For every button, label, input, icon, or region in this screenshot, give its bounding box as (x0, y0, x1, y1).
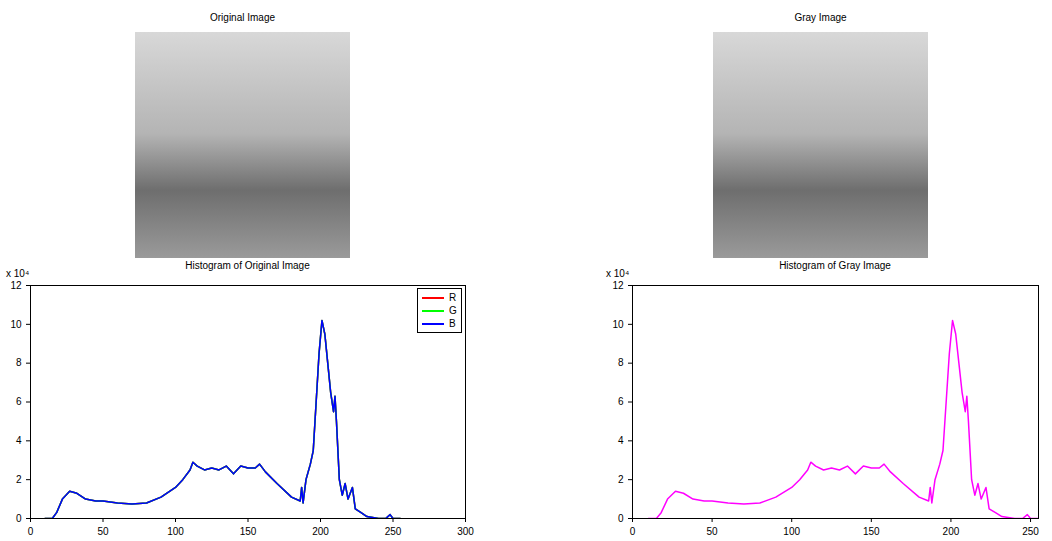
svg-text:6: 6 (16, 396, 22, 407)
svg-text:12: 12 (10, 280, 22, 291)
svg-text:2: 2 (16, 474, 22, 485)
svg-text:100: 100 (783, 526, 800, 537)
svg-text:0: 0 (630, 526, 636, 537)
svg-text:12: 12 (612, 280, 624, 291)
svg-text:0: 0 (28, 526, 34, 537)
svg-text:6: 6 (618, 396, 624, 407)
svg-text:50: 50 (97, 526, 109, 537)
svg-text:0: 0 (16, 513, 22, 524)
svg-text:300: 300 (457, 526, 474, 537)
html-text:Gray Image: Gray Image (794, 12, 847, 23)
html-text:R: R (449, 292, 457, 303)
svg-text:2: 2 (618, 474, 624, 485)
svg-text:150: 150 (863, 526, 880, 537)
svg-text:0: 0 (618, 513, 624, 524)
svg-text:250: 250 (1022, 526, 1039, 537)
svg-text:4: 4 (16, 435, 22, 446)
svg-text:100: 100 (167, 526, 184, 537)
svg-text:4: 4 (618, 435, 624, 446)
html-text:G: G (449, 305, 457, 316)
svg-text:10: 10 (10, 319, 22, 330)
html-text:Histogram of Gray Image: Histogram of Gray Image (779, 260, 891, 271)
svg-text:200: 200 (943, 526, 960, 537)
html-text:B: B (449, 318, 456, 329)
html-text:Original Image: Original Image (210, 12, 275, 23)
svg-text:8: 8 (618, 357, 624, 368)
svg-text:50: 50 (707, 526, 719, 537)
svg-text:150: 150 (240, 526, 257, 537)
svg-text:8: 8 (16, 357, 22, 368)
svg-text:250: 250 (385, 526, 402, 537)
svg-text:10: 10 (612, 319, 624, 330)
svg-text:200: 200 (312, 526, 329, 537)
html-text:x 10⁴: x 10⁴ (6, 268, 30, 279)
html-text:Histogram of Original Image: Histogram of Original Image (185, 260, 310, 271)
html-text:x 10⁴: x 10⁴ (606, 268, 630, 279)
